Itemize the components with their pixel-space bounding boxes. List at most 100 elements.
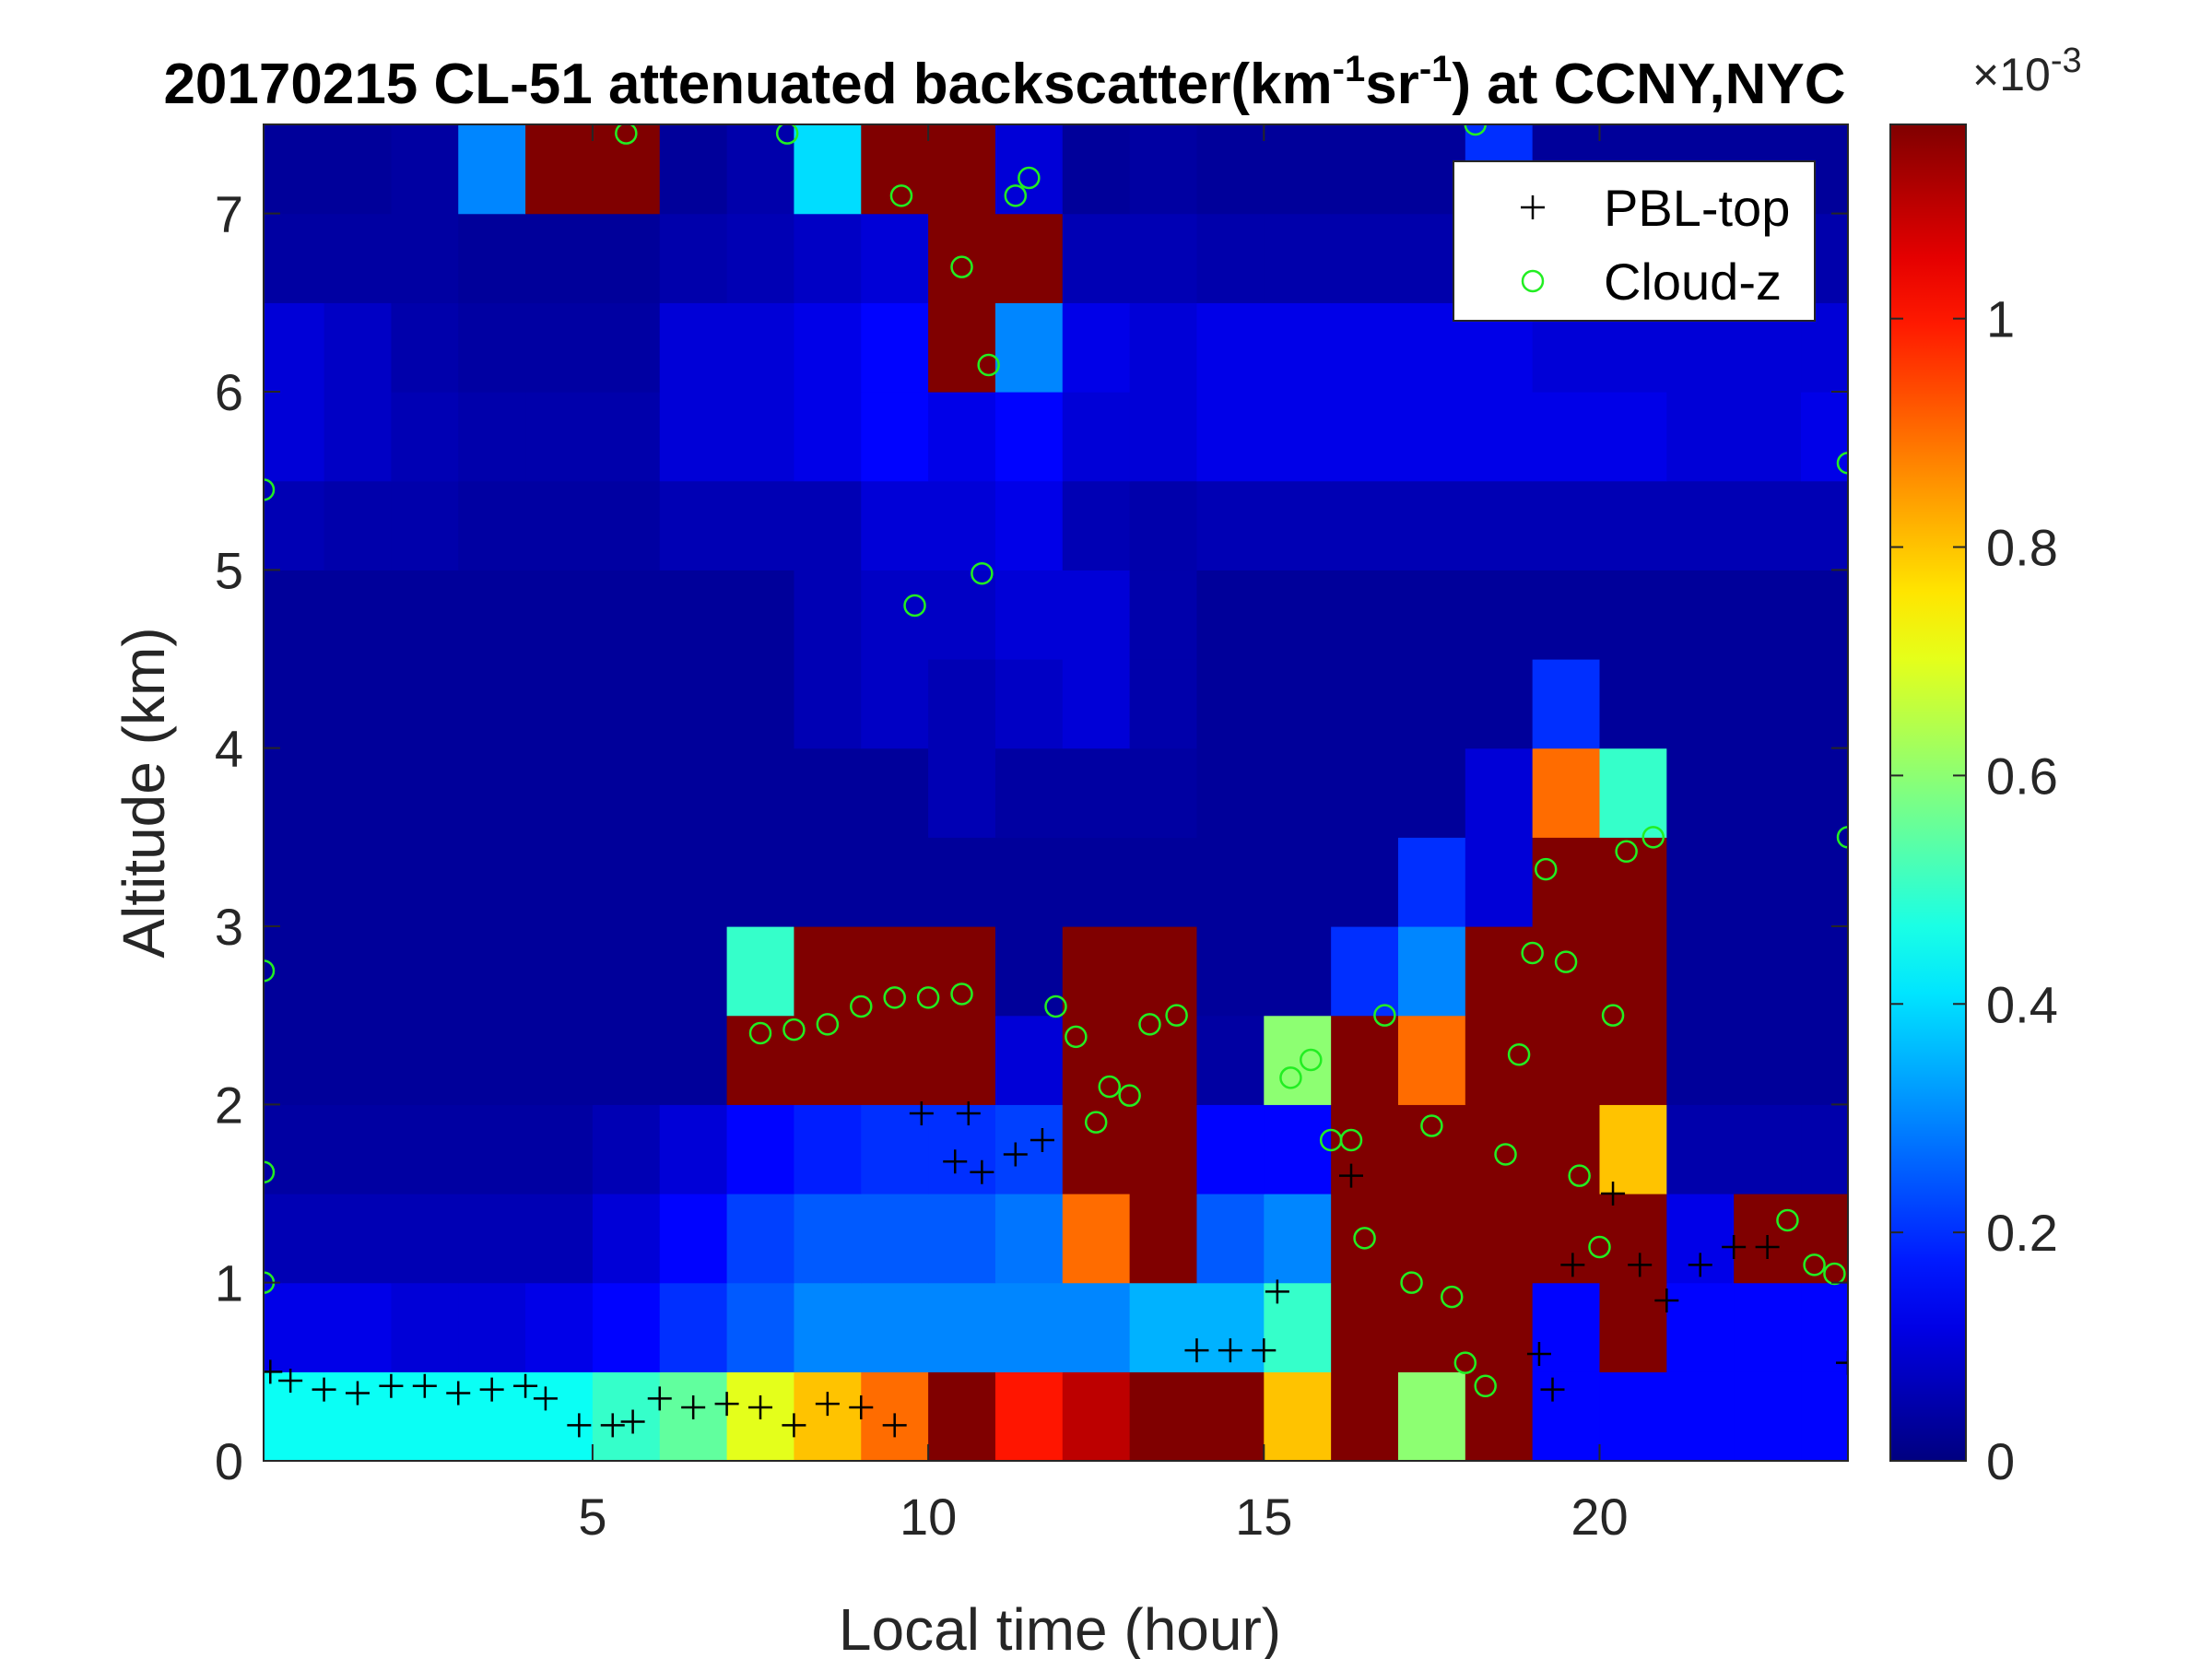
title-part: 20170215 CL-51 attenuated backscatter(km [163, 53, 1332, 116]
pbl-marker [1252, 1338, 1277, 1363]
heatmap-cell [1264, 1371, 1332, 1461]
heatmap-cell [264, 1194, 325, 1284]
heatmap-cell [1397, 1104, 1466, 1194]
plus [446, 1381, 471, 1406]
pbl-marker [882, 1413, 907, 1438]
heatmap-cell [264, 659, 325, 749]
heatmap-cell [659, 213, 728, 303]
heatmap-cell [994, 1282, 1064, 1372]
heatmap-cell [264, 213, 325, 303]
heatmap-cell [1397, 570, 1466, 660]
heatmap-cell [525, 1015, 594, 1105]
heatmap-cell [928, 124, 996, 215]
cloud-marker [1004, 184, 1028, 207]
heatmap-cell [1129, 1371, 1198, 1461]
heatmap-cell [592, 392, 661, 482]
pbl-marker [412, 1373, 437, 1398]
cloud-marker [1836, 826, 1848, 849]
heatmap-cell [1465, 1015, 1534, 1105]
plus [278, 1369, 303, 1393]
heatmap-cell [1734, 659, 1802, 749]
plus [600, 1413, 625, 1438]
colorbar-tick-label: 0 [1986, 1432, 2015, 1490]
heatmap-cell [264, 392, 325, 482]
heatmap-cell [525, 837, 594, 927]
plus [1030, 1128, 1054, 1152]
heatmap-cell [592, 1104, 661, 1194]
cloud-marker [1588, 1235, 1611, 1259]
heatmap-cell [928, 1371, 996, 1461]
heatmap-cell [1734, 570, 1802, 660]
heatmap-cell [994, 570, 1064, 660]
heatmap-cell [1129, 1282, 1198, 1372]
heatmap-cell [1734, 1371, 1802, 1461]
cloud-marker [883, 986, 906, 1009]
heatmap-cell [324, 480, 392, 571]
heatmap-cell [928, 1015, 996, 1105]
heatmap-cell [1532, 570, 1601, 660]
heatmap-cell [324, 570, 392, 660]
heatmap-cell [1397, 1371, 1466, 1461]
cloud-marker [1474, 1374, 1497, 1398]
cloud-marker [264, 478, 276, 501]
heatmap-cell [659, 926, 728, 1017]
heatmap-cell [726, 1282, 795, 1372]
cloud-marker [1803, 1253, 1826, 1277]
chart-title: 20170215 CL-51 attenuated backscatter(km… [163, 49, 1845, 116]
colorbar-tick-label: 0.8 [1986, 519, 2058, 577]
heatmap-cell [592, 1282, 661, 1372]
heatmap-cell [1465, 926, 1534, 1017]
cloud-marker [1044, 994, 1067, 1018]
heatmap-cell [324, 1104, 392, 1194]
heatmap-cell [525, 1104, 594, 1194]
heatmap-cell [324, 747, 392, 838]
heatmap-cell [1666, 659, 1735, 749]
heatmap-cell [726, 747, 795, 838]
heatmap-cell [1264, 213, 1332, 303]
colorbar-exponent: ×10-3 [1972, 41, 2082, 100]
pbl-marker [681, 1395, 706, 1419]
heatmap-cell [659, 1104, 728, 1194]
pbl-marker [446, 1381, 471, 1406]
heatmap-cell [726, 570, 795, 660]
pbl-marker [513, 1373, 538, 1398]
heatmap-cell [525, 1282, 594, 1372]
pbl-marker [1688, 1253, 1712, 1277]
cloud-marker [1098, 1075, 1122, 1099]
cloud-marker [1118, 1084, 1141, 1107]
pbl-marker [1601, 1182, 1626, 1206]
y-tick-label: 7 [215, 185, 243, 243]
heatmap-cell [1465, 392, 1534, 482]
heatmap-cell [264, 1104, 325, 1194]
heatmap-cell [794, 926, 862, 1017]
y-tick-label: 5 [215, 541, 243, 599]
cloud-marker [1534, 857, 1558, 881]
heatmap-cell [1532, 1015, 1601, 1105]
heatmap-cell [1331, 392, 1399, 482]
heatmap-cell [1397, 1282, 1466, 1372]
plus [1252, 1338, 1277, 1363]
heatmap-cell [458, 659, 526, 749]
cloud-marker [1420, 1114, 1443, 1137]
plus [1601, 1182, 1626, 1206]
heatmap-cell [458, 213, 526, 303]
cloud-marker [1554, 950, 1578, 973]
cloud-marker [1373, 1004, 1396, 1027]
heatmap-cell [1062, 1194, 1131, 1284]
heatmap-cell [1331, 570, 1399, 660]
pbl-marker [1654, 1288, 1679, 1312]
heatmap-cell [1801, 926, 1848, 1017]
heatmap-cell [458, 392, 526, 482]
heatmap-cell [391, 570, 459, 660]
pbl-marker [943, 1149, 968, 1174]
heatmap-cell [1264, 1194, 1332, 1284]
heatmap-cell [726, 480, 795, 571]
pbl-marker [600, 1413, 625, 1438]
x-tick-label: 10 [900, 1488, 957, 1546]
heatmap-cell [458, 570, 526, 660]
pbl-marker [956, 1101, 981, 1125]
heatmap-cell [458, 747, 526, 838]
heatmap-cell [1129, 213, 1198, 303]
heatmap-cell [994, 392, 1064, 482]
heatmap-cell [458, 302, 526, 393]
